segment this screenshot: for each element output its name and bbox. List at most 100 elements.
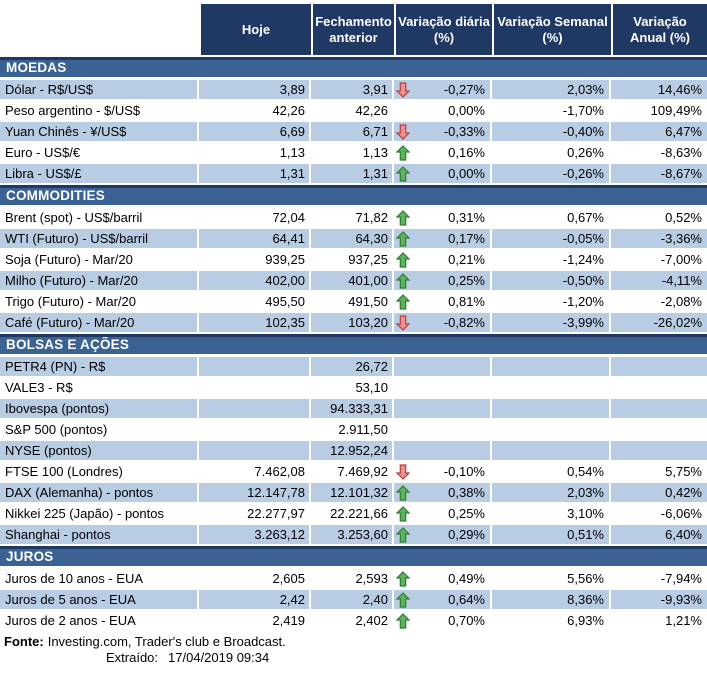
hoje-value: 72,04 xyxy=(199,208,311,229)
table-row: Juros de 10 anos - EUA 2,605 2,593 0,49%… xyxy=(0,569,707,590)
trend-arrow-slot xyxy=(396,103,411,119)
variacao-anual-value: -2,08% xyxy=(611,292,707,313)
section-header-row: MOEDAS xyxy=(0,57,707,80)
variacao-diaria-cell: -0,10% xyxy=(394,462,490,481)
section-title: COMMODITIES xyxy=(0,185,707,208)
row-label: Libra - US$/£ xyxy=(0,164,199,185)
table-row: Brent (spot) - US$/barril 72,04 71,82 0,… xyxy=(0,208,707,229)
variacao-diaria-value: 0,16% xyxy=(448,145,485,160)
hoje-value: 2,419 xyxy=(199,611,311,632)
table-row: FTSE 100 (Londres) 7.462,08 7.469,92 -0,… xyxy=(0,462,707,483)
variacao-diaria-cell: 0,38% xyxy=(394,483,490,502)
down-arrow-icon xyxy=(396,82,411,98)
table-row: Libra - US$/£ 1,31 1,31 0,00% -0,26% -8,… xyxy=(0,164,707,185)
table-row: DAX (Alemanha) - pontos 12.147,78 12.101… xyxy=(0,483,707,504)
variacao-semanal-value xyxy=(492,399,611,420)
variacao-anual-value: -8,67% xyxy=(611,164,707,185)
variacao-semanal-value: 6,93% xyxy=(492,611,611,632)
fechamento-anterior-value: 53,10 xyxy=(311,378,394,399)
variacao-semanal-value xyxy=(492,420,611,441)
table-row: Euro - US$/€ 1,13 1,13 0,16% 0,26% -8,63… xyxy=(0,143,707,164)
row-label: Ibovespa (pontos) xyxy=(0,399,199,420)
variacao-diaria-cell: 0,64% xyxy=(394,590,490,609)
variacao-diaria-cell: 0,29% xyxy=(394,525,490,544)
hoje-value: 1,31 xyxy=(199,164,311,185)
table-row: WTI (Futuro) - US$/barril 64,41 64,30 0,… xyxy=(0,229,707,250)
row-label: Juros de 10 anos - EUA xyxy=(0,569,199,590)
up-arrow-icon xyxy=(396,506,411,522)
row-label: DAX (Alemanha) - pontos xyxy=(0,483,199,504)
hoje-value xyxy=(199,378,311,399)
col-header-variacao-semanal: Variação Semanal(%) xyxy=(492,4,611,57)
hoje-value: 939,25 xyxy=(199,250,311,271)
variacao-diaria-value: 0,25% xyxy=(448,273,485,288)
table-row: Shanghai - pontos 3.263,12 3.253,60 0,29… xyxy=(0,525,707,546)
table-row: VALE3 - R$ 53,10 xyxy=(0,378,707,399)
fechamento-anterior-value: 2.911,50 xyxy=(311,420,394,441)
variacao-diaria-value: -0,82% xyxy=(444,315,485,330)
up-arrow-icon xyxy=(396,210,411,226)
table-row: Peso argentino - $/US$ 42,26 42,26 0,00%… xyxy=(0,101,707,122)
variacao-diaria-cell: 0,31% xyxy=(394,208,490,227)
row-label: Juros de 2 anos - EUA xyxy=(0,611,199,632)
fechamento-anterior-value: 71,82 xyxy=(311,208,394,229)
market-summary-table: Hoje Fechamentoanterior Variação diária(… xyxy=(0,4,707,632)
up-arrow-icon xyxy=(396,527,411,543)
fechamento-anterior-value: 3,91 xyxy=(311,80,394,101)
variacao-diaria-value: 0,29% xyxy=(448,527,485,542)
up-arrow-icon xyxy=(396,145,411,161)
col-header-hoje: Hoje xyxy=(199,4,311,57)
row-label: Brent (spot) - US$/barril xyxy=(0,208,199,229)
fechamento-anterior-value: 937,25 xyxy=(311,250,394,271)
fechamento-anterior-value: 2,593 xyxy=(311,569,394,590)
fechamento-anterior-value: 42,26 xyxy=(311,101,394,122)
variacao-semanal-value: 8,36% xyxy=(492,590,611,611)
variacao-diaria-cell: -0,33% xyxy=(394,122,490,141)
row-label: Peso argentino - $/US$ xyxy=(0,101,199,122)
fechamento-anterior-value: 3.253,60 xyxy=(311,525,394,546)
variacao-semanal-value: -0,26% xyxy=(492,164,611,185)
variacao-diaria-cell: -0,82% xyxy=(394,313,490,332)
variacao-anual-value: 5,75% xyxy=(611,462,707,483)
variacao-diaria-cell: -0,27% xyxy=(394,80,490,99)
trend-arrow-slot xyxy=(396,359,411,375)
col-header-variacao-diaria: Variação diária(%) xyxy=(394,4,492,57)
variacao-diaria-value: 0,21% xyxy=(448,252,485,267)
up-arrow-icon xyxy=(396,294,411,310)
corner-header-blank xyxy=(0,4,199,57)
variacao-diaria-cell: 0,70% xyxy=(394,611,490,630)
variacao-semanal-value: 0,26% xyxy=(492,143,611,164)
section-header-row: BOLSAS E AÇÕES xyxy=(0,334,707,357)
variacao-diaria-value: 0,81% xyxy=(448,294,485,309)
variacao-diaria-value: 0,64% xyxy=(448,592,485,607)
row-label: Juros de 5 anos - EUA xyxy=(0,590,199,611)
fechamento-anterior-value: 7.469,92 xyxy=(311,462,394,483)
variacao-anual-value: 0,42% xyxy=(611,483,707,504)
variacao-anual-value: -26,02% xyxy=(611,313,707,334)
variacao-diaria-value: 0,70% xyxy=(448,613,485,628)
variacao-diaria-cell: 0,81% xyxy=(394,292,490,311)
extracted-timestamp: 17/04/2019 09:34 xyxy=(168,650,269,665)
variacao-diaria-cell: 0,21% xyxy=(394,250,490,269)
variacao-semanal-value: 2,03% xyxy=(492,80,611,101)
source-line: Fonte:Investing.com, Trader's club e Bro… xyxy=(0,634,707,650)
table-header: Hoje Fechamentoanterior Variação diária(… xyxy=(0,4,707,57)
table-row: Dólar - R$/US$ 3,89 3,91 -0,27% 2,03% 14… xyxy=(0,80,707,101)
fechamento-anterior-value: 12.101,32 xyxy=(311,483,394,504)
fechamento-anterior-value: 26,72 xyxy=(311,357,394,378)
variacao-semanal-value: -1,24% xyxy=(492,250,611,271)
section-header-row: COMMODITIES xyxy=(0,185,707,208)
section-title: MOEDAS xyxy=(0,57,707,80)
fechamento-anterior-value: 491,50 xyxy=(311,292,394,313)
section-header-row: JUROS xyxy=(0,546,707,569)
variacao-diaria-cell: 0,25% xyxy=(394,504,490,523)
row-label: Trigo (Futuro) - Mar/20 xyxy=(0,292,199,313)
variacao-anual-value xyxy=(611,378,707,399)
row-label: Café (Futuro) - Mar/20 xyxy=(0,313,199,334)
up-arrow-icon xyxy=(396,166,411,182)
table-row: Yuan Chinês - ¥/US$ 6,69 6,71 -0,33% -0,… xyxy=(0,122,707,143)
row-label: Soja (Futuro) - Mar/20 xyxy=(0,250,199,271)
trend-arrow-slot xyxy=(396,443,411,459)
fechamento-anterior-value: 401,00 xyxy=(311,271,394,292)
market-summary-sheet: Hoje Fechamentoanterior Variação diária(… xyxy=(0,0,707,666)
